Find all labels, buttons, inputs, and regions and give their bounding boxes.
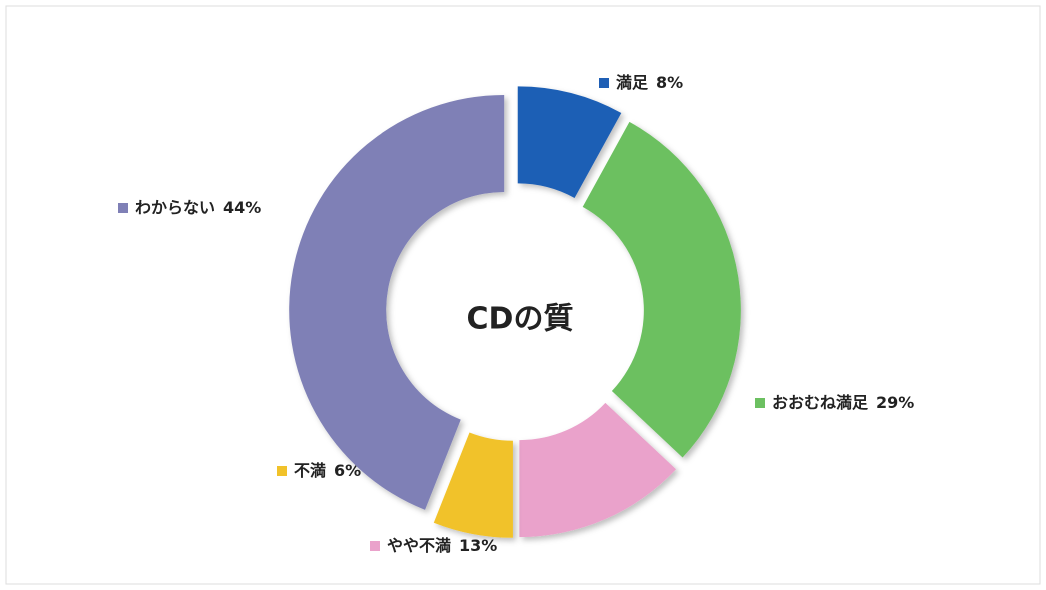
label-name: 満足 [616,73,649,92]
label-name: おおむね満足 [772,393,869,412]
label-name: やや不満 [387,536,451,555]
donut-segment [517,86,622,198]
label-value: 6% [334,461,361,480]
legend-swatch [599,78,609,88]
data-label: おおむね満足 29% [772,393,914,412]
label-value: 29% [876,393,914,412]
donut-segment [582,121,741,458]
data-label: 満足 8% [616,73,683,92]
label-value: 44% [223,198,261,217]
data-label: やや不満 13% [387,536,497,555]
donut-segment [289,94,505,510]
label-value: 13% [459,536,497,555]
donut-segment [433,432,513,538]
label-value: 8% [656,73,683,92]
legend-swatch [277,466,287,476]
data-label: 不満 6% [294,461,361,480]
legend-swatch [370,541,380,551]
legend-swatch [755,398,765,408]
label-name: わからない [135,198,215,217]
chart-title: CDの質 [467,302,574,337]
donut-segment [519,402,677,538]
data-label: わからない 44% [135,198,261,217]
legend-swatch [118,203,128,213]
label-name: 不満 [294,461,326,480]
